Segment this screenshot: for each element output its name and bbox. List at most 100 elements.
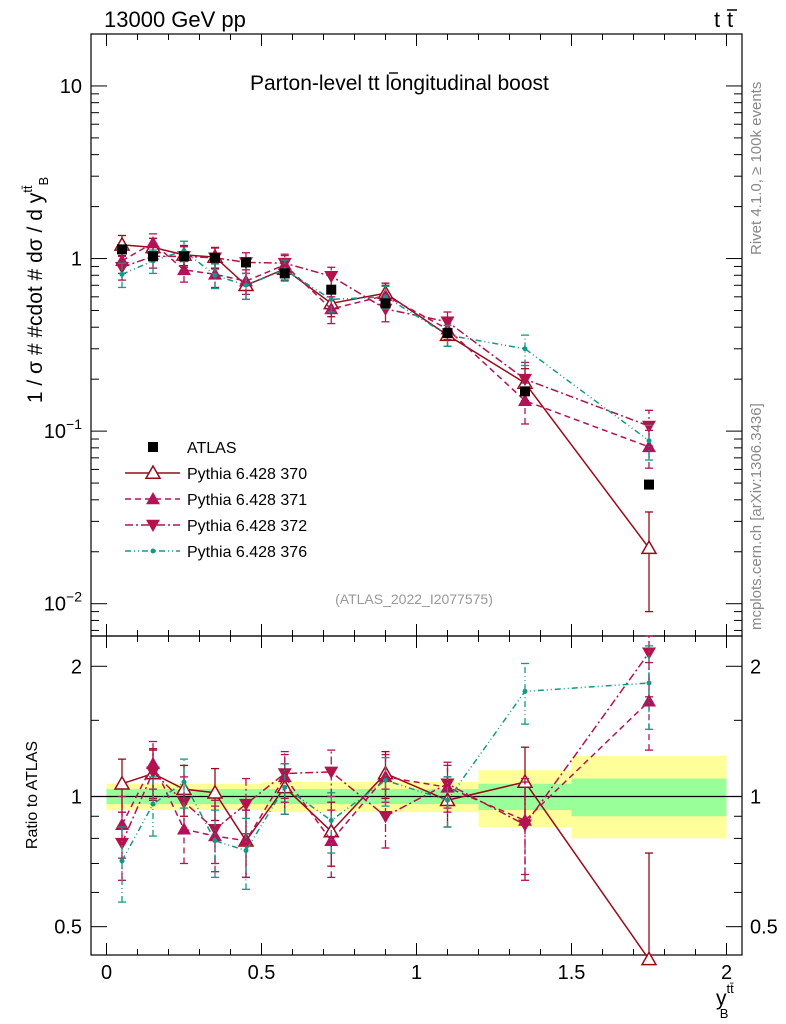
series-1-ratio-point — [640, 950, 658, 966]
series-3-point — [518, 373, 532, 387]
series-1-ratio-point — [206, 784, 224, 799]
series-4-ratio-point — [383, 777, 388, 783]
legend-label: Pythia 6.428 371 — [187, 492, 307, 509]
y-tick-base: 10 — [44, 594, 66, 616]
series-4-ratio-point — [328, 817, 334, 823]
legend-label-atlas: ATLAS — [187, 440, 237, 457]
series-4-ratio-point — [522, 688, 528, 694]
y-axis-title-sup: tt̄ — [20, 185, 35, 193]
series-4-ratio-point — [181, 779, 187, 785]
ratio-tick-label-left: 2 — [71, 656, 82, 678]
series-3-ratio-point — [642, 647, 656, 660]
series-3-ratio-point — [324, 766, 339, 779]
legend-marker — [144, 464, 162, 479]
atlas-data-point — [210, 252, 220, 263]
atlas-data-point — [442, 328, 453, 339]
series-2-point — [177, 262, 191, 276]
series-3-ratio-point — [518, 819, 532, 832]
x-axis-title-sub: B — [720, 1006, 729, 1021]
atlas-data-point — [380, 298, 391, 309]
series-2-ratio-line — [121, 700, 650, 842]
legend-label: Pythia 6.428 370 — [187, 466, 307, 483]
ratio-band-inner — [571, 778, 727, 817]
series-3-point — [324, 270, 339, 284]
atlas-data-point — [117, 244, 127, 255]
side-text-bottom-text: mcplots.cern.ch [arXiv:1306.3436] — [748, 403, 765, 630]
series-4-line — [121, 249, 650, 442]
legend-item-3: Pythia 6.428 372 — [125, 518, 307, 535]
ratio-y-axis-title-text: Ratio to ATLAS — [24, 741, 41, 849]
x-tick-label: 1.5 — [558, 962, 586, 984]
process-tbar: t — [727, 7, 733, 32]
y-tick-exp: −1 — [66, 416, 82, 432]
x-axis-title-sup: tt̄ — [727, 981, 735, 996]
analysis-id: (ATLAS_2022_I2077575) — [335, 591, 493, 607]
series-4-ratio-point — [150, 801, 156, 807]
ratio-y-axis-title: Ratio to ATLAS — [24, 741, 41, 849]
process-t: t — [714, 7, 720, 32]
series-1-ratio-point — [113, 775, 131, 790]
legend-item-atlas: ATLAS — [148, 440, 237, 457]
x-axis-title: ytt̄ B — [716, 981, 734, 1021]
y-tick-label: 1 — [71, 249, 82, 271]
y-tick-label: 10−1 — [44, 416, 82, 443]
series-3-ratio-point — [440, 778, 455, 791]
y-tick-label: 10−2 — [44, 589, 82, 616]
legend-marker — [146, 519, 160, 532]
legend-marker-atlas — [148, 442, 158, 452]
series-3-point — [440, 316, 455, 329]
legend-marker — [150, 548, 156, 554]
legend-marker — [146, 492, 160, 505]
series-3-line — [121, 255, 650, 427]
series-4-ratio-point — [119, 858, 125, 864]
x-tick-label: 0.5 — [248, 962, 276, 984]
series-4-ratio-point — [243, 848, 249, 854]
series-4-point — [522, 346, 528, 352]
y-axis-title-sub: B — [36, 177, 51, 186]
y-tick-exp: −2 — [66, 589, 82, 605]
series-4-point — [328, 296, 334, 302]
plot-title: Parton-level tt longitudinal boost — [250, 72, 549, 95]
legend-label: Pythia 6.428 372 — [187, 518, 307, 535]
process-label: t t — [714, 7, 737, 32]
series-3-ratio-point — [146, 766, 160, 779]
series-2-ratio-point — [642, 694, 656, 707]
ratio-tick-label-right: 0.5 — [750, 917, 778, 939]
legend-item-4: Pythia 6.428 376 — [125, 544, 307, 561]
series-3-ratio-point — [378, 811, 393, 824]
ratio-tick-label-right: 2 — [750, 656, 761, 678]
series-3-point — [642, 420, 656, 434]
series-4-ratio-point — [282, 784, 288, 790]
y-axis-title: 1 / σ # #cdot # dσ / d ytt̄B — [20, 177, 51, 403]
energy-label: 13000 GeV pp — [104, 7, 246, 32]
atlas-data-point — [326, 284, 337, 295]
series-4-point — [212, 272, 218, 278]
y-axis-title-main: 1 / σ # #cdot # dσ / d y — [24, 192, 47, 403]
y-axis-title-text: 1 / σ # #cdot # dσ / d ytt̄B — [20, 177, 51, 403]
series-4-point — [383, 294, 388, 300]
y-tick-base: 10 — [44, 421, 66, 443]
x-tick-label: 0 — [101, 962, 112, 984]
title-tbar: t — [374, 72, 380, 95]
series-4-point — [646, 438, 652, 444]
series-4-point — [243, 282, 249, 288]
series-2-ratio-point — [239, 833, 253, 847]
series-4-ratio-point — [646, 680, 652, 686]
legend: ATLAS Pythia 6.428 370 Pythia 6.428 371 Pyt… — [125, 440, 307, 561]
side-text-top: Rivet 4.1.0, ≥ 100k events — [748, 82, 765, 255]
side-text-top-text: Rivet 4.1.0, ≥ 100k events — [748, 82, 765, 255]
title-t: t — [368, 72, 374, 95]
ratio-plot-series — [113, 635, 658, 966]
series-2-point — [146, 236, 160, 249]
atlas-data-point — [520, 386, 530, 397]
title-suffix: longitudinal boost — [380, 72, 549, 95]
title-prefix: Parton-level — [250, 72, 368, 95]
legend-item-1: Pythia 6.428 370 — [125, 464, 307, 483]
series-4-ratio-point — [445, 797, 450, 803]
atlas-data-point — [644, 479, 654, 490]
ratio-tick-label-right: 1 — [750, 786, 761, 808]
series-2-line — [121, 242, 650, 448]
atlas-data-point — [279, 268, 290, 279]
